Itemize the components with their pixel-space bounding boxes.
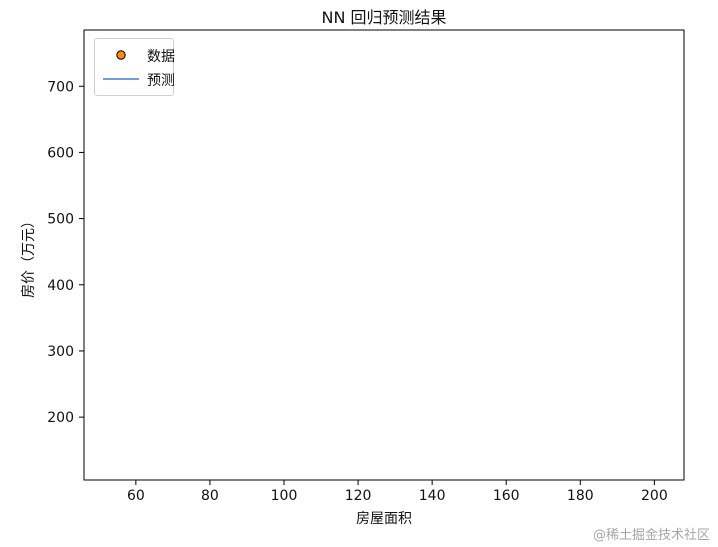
x-tick-label: 180	[567, 488, 594, 504]
x-tick-label: 100	[271, 488, 298, 504]
x-axis-label: 房屋面积	[356, 511, 412, 527]
x-tick-label: 140	[419, 488, 446, 504]
watermark: @稀土掘金技术社区	[592, 528, 710, 543]
y-tick-label: 600	[47, 145, 74, 161]
legend-item-prediction: 预测	[103, 69, 175, 89]
x-tick-label: 120	[345, 488, 372, 504]
legend-line-marker	[103, 78, 139, 80]
x-tick-label: 160	[493, 488, 520, 504]
legend-label-data: 数据	[147, 49, 175, 65]
legend-scatter-marker	[116, 50, 126, 60]
x-tick-label: 200	[641, 488, 668, 504]
plot-frame	[83, 29, 685, 481]
x-tick-label: 60	[127, 488, 145, 504]
x-tick-label: 80	[201, 488, 219, 504]
legend-item-data: 数据	[103, 45, 175, 65]
y-tick-label: 300	[47, 344, 74, 360]
legend: 数据 预测	[94, 38, 175, 96]
y-tick-label: 500	[47, 212, 74, 228]
y-tick-label: 200	[47, 410, 74, 426]
chart-title: NN 回归预测结果	[321, 8, 447, 27]
legend-label-prediction: 预测	[147, 73, 175, 89]
y-axis-label: 房价（万元）	[21, 214, 37, 298]
y-tick-label: 400	[47, 278, 74, 294]
axis-layer: 60 80 100 120 140 160 180 200 200 300 400 500 600 700	[47, 29, 685, 504]
y-tick-label: 700	[47, 79, 74, 95]
